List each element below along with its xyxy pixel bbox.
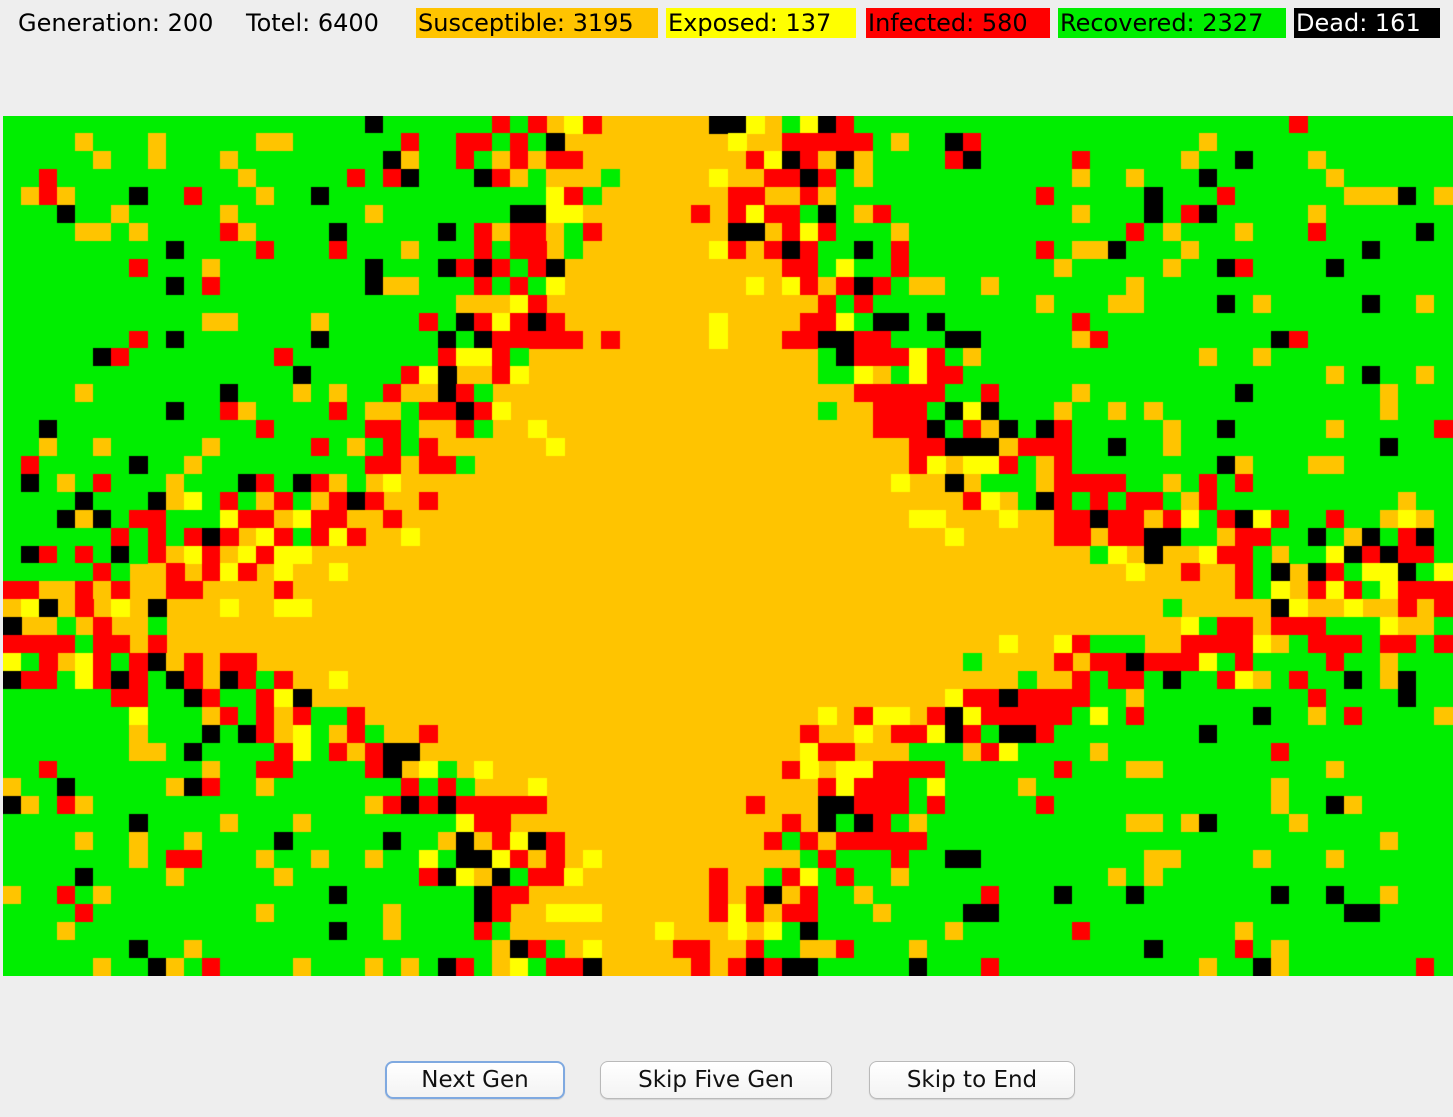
generation-count: Generation: 200 [18, 9, 214, 37]
total-count: Totel: 6400 [246, 9, 379, 37]
susceptible-count-badge: Susceptible: 3195 [416, 8, 658, 38]
stats-bar: Generation: 200 Totel: 6400 Susceptible:… [0, 8, 1453, 40]
infected-count-badge: Infected: 580 [866, 8, 1050, 38]
dead-count-badge: Dead: 161 [1294, 8, 1440, 38]
next-gen-button[interactable]: Next Gen [385, 1061, 565, 1099]
population-grid-canvas [3, 116, 1453, 976]
control-buttons: Next Gen Skip Five Gen Skip to End [0, 1061, 1453, 1101]
recovered-count-badge: Recovered: 2327 [1058, 8, 1286, 38]
simulation-grid [3, 116, 1453, 976]
skip-to-end-button[interactable]: Skip to End [869, 1061, 1075, 1099]
skip-five-gen-button[interactable]: Skip Five Gen [600, 1061, 832, 1099]
exposed-count-badge: Exposed: 137 [666, 8, 856, 38]
